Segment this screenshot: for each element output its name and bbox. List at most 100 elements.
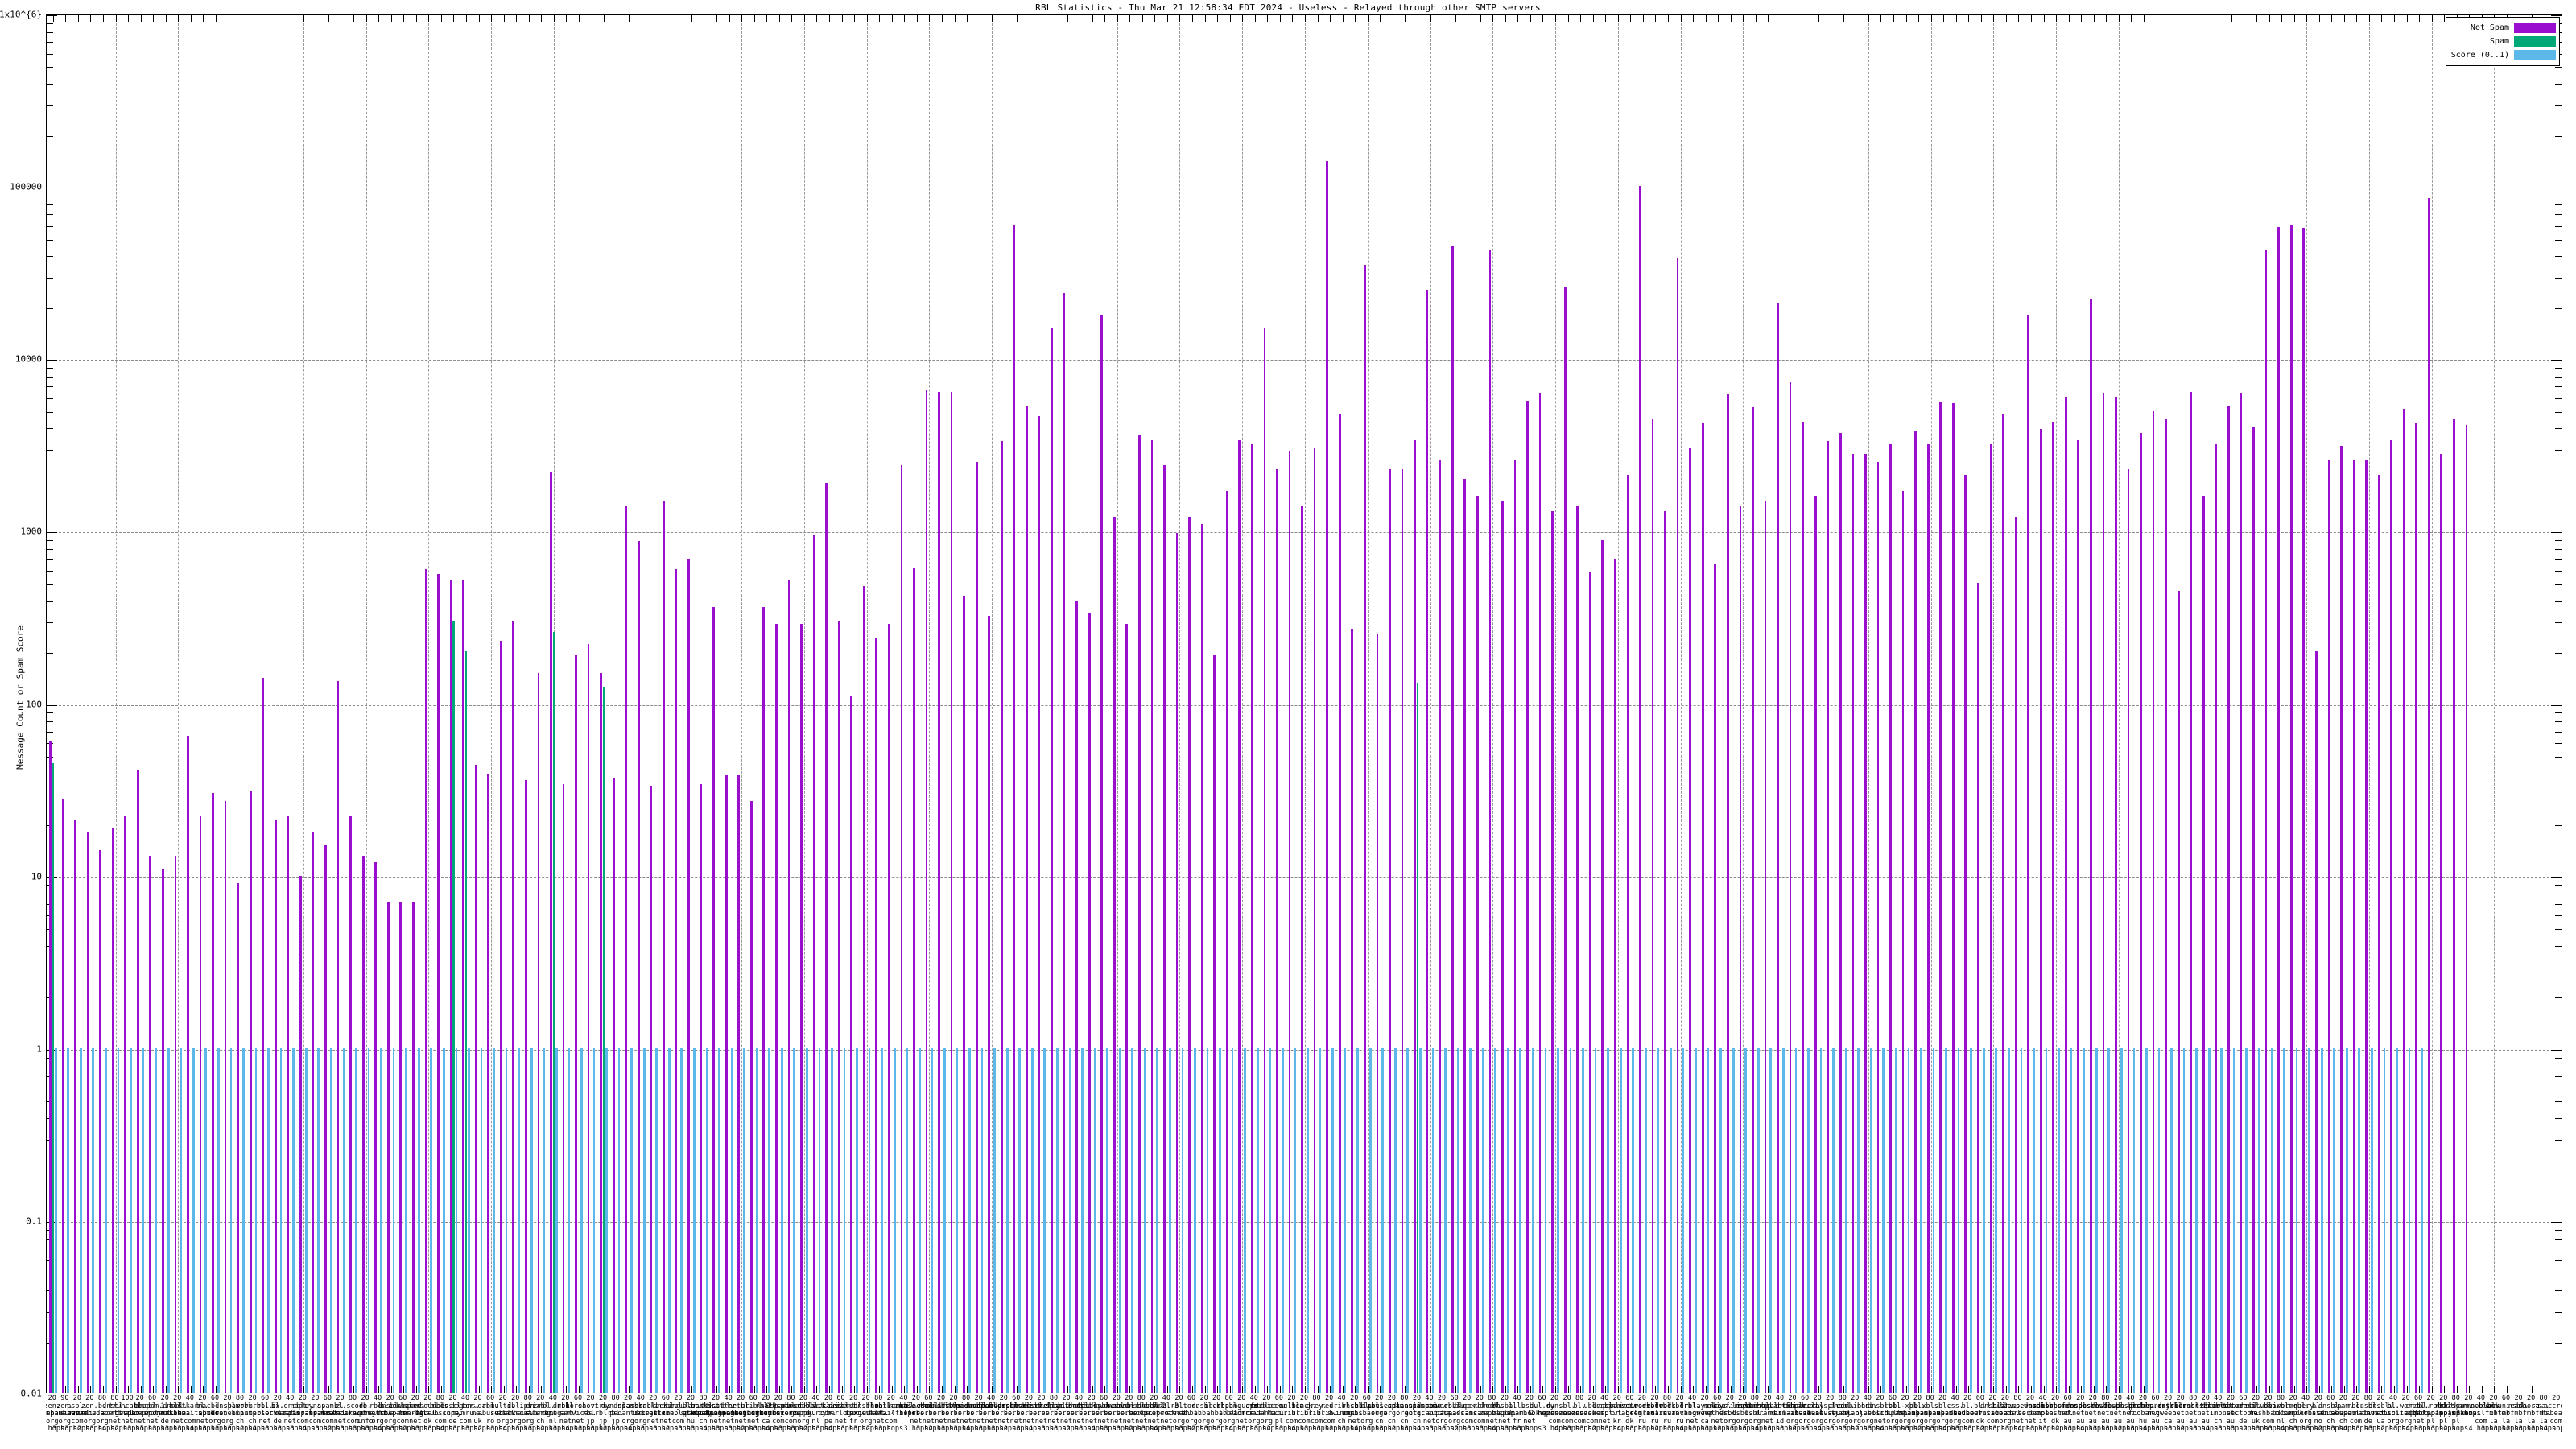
- bar-not-spam: [1401, 468, 1404, 1393]
- vertical-gridline: [1743, 15, 1744, 1393]
- bar-score: [1068, 1047, 1071, 1393]
- axis-tick: [2131, 15, 2132, 22]
- bar-score: [2120, 1047, 2123, 1393]
- bar-not-spam: [1726, 394, 1729, 1393]
- x-tick-label: 20 bl. konstant. no 3 hops: [2299, 1395, 2337, 1433]
- axis-tick: [128, 1386, 130, 1393]
- bar-not-spam: [2289, 224, 2293, 1393]
- bar-score: [1431, 1047, 1435, 1393]
- axis-minor-tick: [47, 712, 53, 714]
- bar-score: [906, 1047, 909, 1393]
- bar-score: [718, 1047, 720, 1393]
- x-tick-label: 40 opm. tornevall. org 3 hops: [1233, 1395, 1275, 1433]
- axis-tick: [2481, 1386, 2483, 1393]
- bar-score: [2007, 1047, 2010, 1393]
- vertical-gridline: [2494, 15, 2496, 1393]
- axis-minor-tick: [2555, 1057, 2562, 1059]
- x-tick-label: 40 nobl. junkemailfilter. com 4 hops: [2447, 1395, 2514, 1433]
- axis-tick: [1680, 15, 1682, 22]
- x-tick-label: 60 dnsbl. spfbl. net 4 hops: [2405, 1395, 2431, 1433]
- x-tick-label: 20 dnsbl. solid. net 3 hops: [1868, 1395, 1893, 1433]
- axis-minor-tick: [47, 386, 53, 388]
- x-tick-label: 20 short. fmb. la 3 hops: [2518, 1395, 2544, 1433]
- axis-tick: [1342, 15, 1344, 22]
- bar-score: [1281, 1047, 1284, 1393]
- bar-not-spam: [1238, 439, 1241, 1393]
- bar-not-spam: [875, 638, 878, 1393]
- bar-score: [2132, 1047, 2136, 1393]
- bar-not-spam: [1338, 413, 1341, 1393]
- y-tick-label: 0.01: [20, 1388, 43, 1399]
- bar-spam: [52, 762, 55, 1393]
- x-tick-label: 80 zombie.dnsbl. sorbs. net 2 hops: [1114, 1395, 1169, 1433]
- axis-tick: [2419, 15, 2421, 22]
- axis-tick: [440, 15, 442, 22]
- x-tick-label: 40 dnsbl.antispam. or. id 3 hops: [1748, 1395, 1811, 1433]
- bar-not-spam: [650, 786, 653, 1393]
- axis-tick: [566, 1386, 568, 1393]
- axis-tick: [2118, 15, 2120, 22]
- x-tick-label: 80 bl.score. senderscore. com 3 hops: [328, 1395, 378, 1433]
- axis-tick: [1943, 1386, 1945, 1393]
- axis-tick: [1943, 15, 1945, 22]
- bar-not-spam: [1526, 400, 1529, 1393]
- axis-tick: [47, 360, 57, 361]
- bar-not-spam: [550, 472, 552, 1393]
- bar-score: [1582, 1047, 1584, 1393]
- axis-tick: [1580, 15, 1582, 22]
- bar-not-spam: [1926, 444, 1930, 1393]
- axis-tick: [390, 1386, 392, 1393]
- bar-not-spam: [2327, 459, 2330, 1393]
- bar-score: [893, 1047, 896, 1393]
- bar-score: [2020, 1047, 2023, 1393]
- axis-tick: [2381, 1386, 2383, 1393]
- axis-tick: [2343, 15, 2345, 22]
- bar-not-spam: [524, 779, 527, 1393]
- axis-tick: [2005, 15, 2007, 22]
- bar-not-spam: [1889, 444, 1892, 1393]
- axis-minor-tick: [2555, 570, 2562, 572]
- bar-score: [342, 1047, 345, 1393]
- axis-tick: [1204, 15, 1206, 22]
- axis-tick: [2268, 15, 2270, 22]
- bar-not-spam: [1939, 402, 1942, 1393]
- axis-tick: [1617, 1386, 1619, 1393]
- bar-not-spam: [1739, 506, 1742, 1393]
- x-tick-label: 80 ubl. unsubscore. com 3 hops: [417, 1395, 464, 1433]
- x-tick-label: 20 dnsbl. isx. fr 3 hops: [840, 1395, 866, 1433]
- x-tick-label: 20 nsbl. fmb. la 2 hops: [2506, 1395, 2531, 1433]
- bar-score: [1982, 1047, 1985, 1393]
- axis-tick: [2293, 1386, 2295, 1393]
- x-tick-label: 80 l1.spews.dnsbl. sorbs. net 3 hops: [1987, 1395, 2049, 1433]
- axis-tick: [829, 1386, 830, 1393]
- axis-minor-tick: [2555, 1139, 2562, 1141]
- bar-not-spam: [2127, 468, 2130, 1393]
- axis-tick: [1630, 15, 1632, 22]
- bar-score: [1469, 1047, 1472, 1393]
- vertical-gridline: [1930, 15, 1932, 1393]
- x-tick-label: 20 work.drbl. caravan. ru 3 hops: [1658, 1395, 1701, 1433]
- x-tick-label: 60 old.spam.dnsbl. sorbs. net 2 hops: [985, 1395, 1047, 1433]
- bar-score: [1907, 1047, 1910, 1393]
- bar-score: [1381, 1047, 1385, 1393]
- x-tick-label: 20 db. wpbl. info 3 hops: [353, 1395, 378, 1433]
- grid-layer: [47, 15, 2562, 1393]
- x-tick-label: 20 spam.dnsbl. anonmails. de 3 hops: [142, 1395, 188, 1433]
- axis-tick: [2343, 1386, 2345, 1393]
- x-tick-label: 20 rhsbl. sorbs. net 3 hops: [1341, 1395, 1367, 1433]
- axis-tick: [729, 1386, 730, 1393]
- x-tick-label: 60 cbl. abuseat. org 3 hops: [198, 1395, 232, 1433]
- axis-tick: [1655, 15, 1657, 22]
- axis-tick: [1693, 15, 1695, 22]
- bar-score: [868, 1047, 871, 1393]
- bar-not-spam: [1538, 393, 1542, 1393]
- bar-not-spam: [1814, 495, 1817, 1393]
- x-tick-label: 40 safe.dnsbl. sorbs. net 2 hops: [1055, 1395, 1102, 1433]
- vertical-gridline: [866, 15, 868, 1393]
- bar-score: [355, 1047, 357, 1393]
- bar-score: [2421, 1047, 2423, 1393]
- axis-tick: [2356, 1386, 2358, 1393]
- axis-minor-tick: [2555, 386, 2562, 388]
- axis-tick: [1743, 1386, 1744, 1393]
